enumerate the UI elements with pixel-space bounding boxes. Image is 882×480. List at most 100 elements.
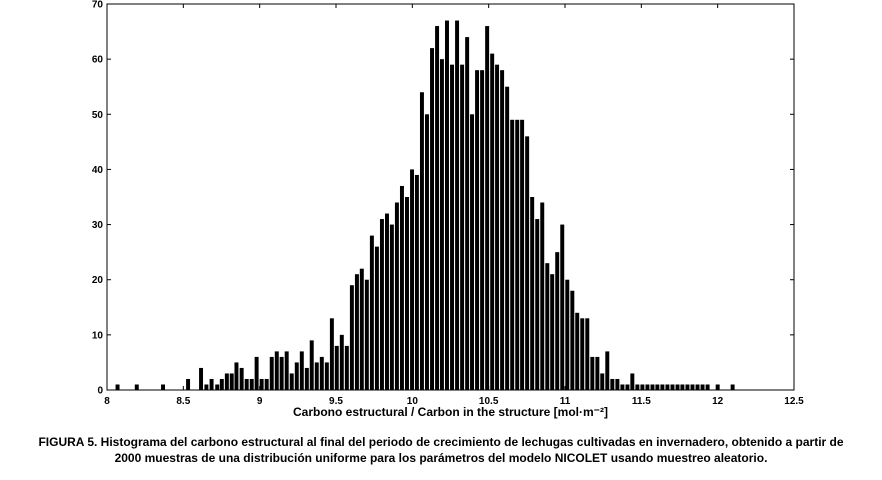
y-tick-label: 30	[92, 220, 104, 231]
histogram-bar	[259, 378, 264, 390]
histogram-bar	[610, 378, 615, 390]
histogram-bar	[435, 26, 440, 391]
histogram-bar	[374, 246, 379, 390]
histogram-bar	[550, 274, 555, 390]
figure-caption: FIGURA 5. Histograma del carbono estruct…	[0, 434, 882, 466]
histogram-bar	[344, 345, 349, 390]
histogram-bar	[535, 219, 540, 390]
x-tick-label: 11	[560, 396, 571, 407]
x-tick-label: 8	[104, 396, 110, 407]
y-tick-label: 60	[92, 55, 104, 66]
histogram-bar	[565, 279, 570, 390]
histogram-bar	[134, 384, 139, 390]
histogram-bar	[389, 224, 394, 390]
histogram-bar	[665, 384, 670, 390]
histogram-bar	[430, 48, 435, 391]
caption-line-2: 2000 muestras de una distribución unifor…	[114, 451, 768, 465]
histogram-bar	[675, 384, 680, 390]
plot-frame	[106, 3, 795, 391]
histogram-bar	[289, 373, 294, 390]
histogram-bar	[590, 356, 595, 390]
histogram-bar	[399, 185, 404, 390]
histogram-bar	[349, 285, 354, 390]
histogram-bar	[439, 59, 444, 390]
x-tick-label: 11.5	[632, 396, 651, 407]
y-tick-label: 50	[92, 110, 104, 121]
histogram-bar	[495, 64, 500, 390]
histogram-bar	[229, 373, 234, 390]
histogram-bar	[690, 384, 695, 390]
histogram-bar	[274, 351, 279, 390]
histogram-bar	[620, 384, 625, 390]
histogram-bar	[364, 279, 369, 390]
histogram-bar	[359, 268, 364, 390]
histogram-bar	[239, 367, 244, 390]
histogram-bar	[625, 384, 630, 390]
histogram-bar	[224, 373, 229, 390]
histogram-bars	[115, 20, 735, 391]
histogram-bar	[585, 318, 590, 390]
histogram-bar	[480, 70, 485, 391]
histogram-bar	[414, 174, 419, 390]
histogram-bar	[279, 356, 284, 390]
histogram-bar	[645, 384, 650, 390]
x-axis-ticks: 8 8.5 9 9.5 10 10.5 11 11.5 12 12.5	[104, 4, 804, 407]
y-tick-label: 40	[92, 165, 104, 176]
y-axis-ticks: 0 10 20 30 40 50 60 70	[92, 0, 794, 397]
x-tick-label: 12	[712, 396, 724, 407]
histogram-bar	[500, 70, 505, 391]
histogram-bar	[560, 224, 565, 390]
histogram-bar	[505, 86, 510, 391]
histogram-bar	[115, 384, 120, 390]
histogram-bar	[445, 20, 449, 390]
histogram-bar	[324, 362, 329, 390]
histogram-bar	[700, 384, 705, 390]
y-tick-label: 70	[92, 0, 104, 11]
histogram-bar	[660, 384, 665, 390]
x-tick-label: 12.5	[784, 396, 804, 407]
histogram-bar	[161, 384, 166, 390]
histogram-bar	[510, 119, 515, 391]
histogram-bar	[555, 252, 560, 390]
histogram-bar	[334, 345, 339, 390]
histogram-bar	[244, 378, 249, 390]
histogram-bar	[284, 351, 289, 390]
histogram-bar	[615, 378, 620, 390]
x-tick-label: 9.5	[329, 396, 343, 407]
histogram-bar	[304, 367, 309, 390]
histogram-bar	[545, 263, 550, 390]
histogram-bar	[219, 378, 224, 390]
histogram-bar	[655, 384, 660, 390]
histogram-bar	[680, 384, 685, 390]
histogram-chart: 8 8.5 9 9.5 10 10.5 11 11.5 12 12.5 0 10 20 30 40 50 60…	[92, 0, 804, 419]
histogram-bar	[470, 114, 475, 390]
y-tick-label: 20	[92, 275, 104, 286]
histogram-bar	[570, 290, 575, 390]
histogram-bar	[485, 26, 490, 391]
y-tick-label: 10	[92, 330, 104, 341]
histogram-bar	[670, 384, 675, 390]
histogram-bar	[215, 384, 220, 390]
histogram-bar	[640, 384, 645, 390]
histogram-bar	[186, 378, 191, 390]
histogram-bar	[595, 356, 600, 390]
histogram-bar	[685, 384, 690, 390]
histogram-bar	[329, 318, 334, 390]
histogram-bar	[695, 384, 700, 390]
histogram-bar	[450, 64, 455, 390]
x-tick-label: 10.5	[479, 396, 499, 407]
x-tick-label: 9	[257, 396, 263, 407]
histogram-bar	[600, 373, 605, 390]
histogram-bar	[199, 367, 204, 390]
histogram-bar	[520, 119, 525, 391]
caption-line-1: FIGURA 5. Histograma del carbono estruct…	[38, 435, 844, 449]
y-tick-label: 0	[97, 386, 103, 397]
histogram-bar	[419, 92, 424, 390]
histogram-bar	[339, 334, 344, 390]
histogram-bar	[705, 384, 710, 390]
x-tick-label: 10	[407, 396, 419, 407]
histogram-bar	[540, 202, 545, 390]
histogram-bar	[650, 384, 655, 390]
histogram-bar	[575, 312, 580, 390]
